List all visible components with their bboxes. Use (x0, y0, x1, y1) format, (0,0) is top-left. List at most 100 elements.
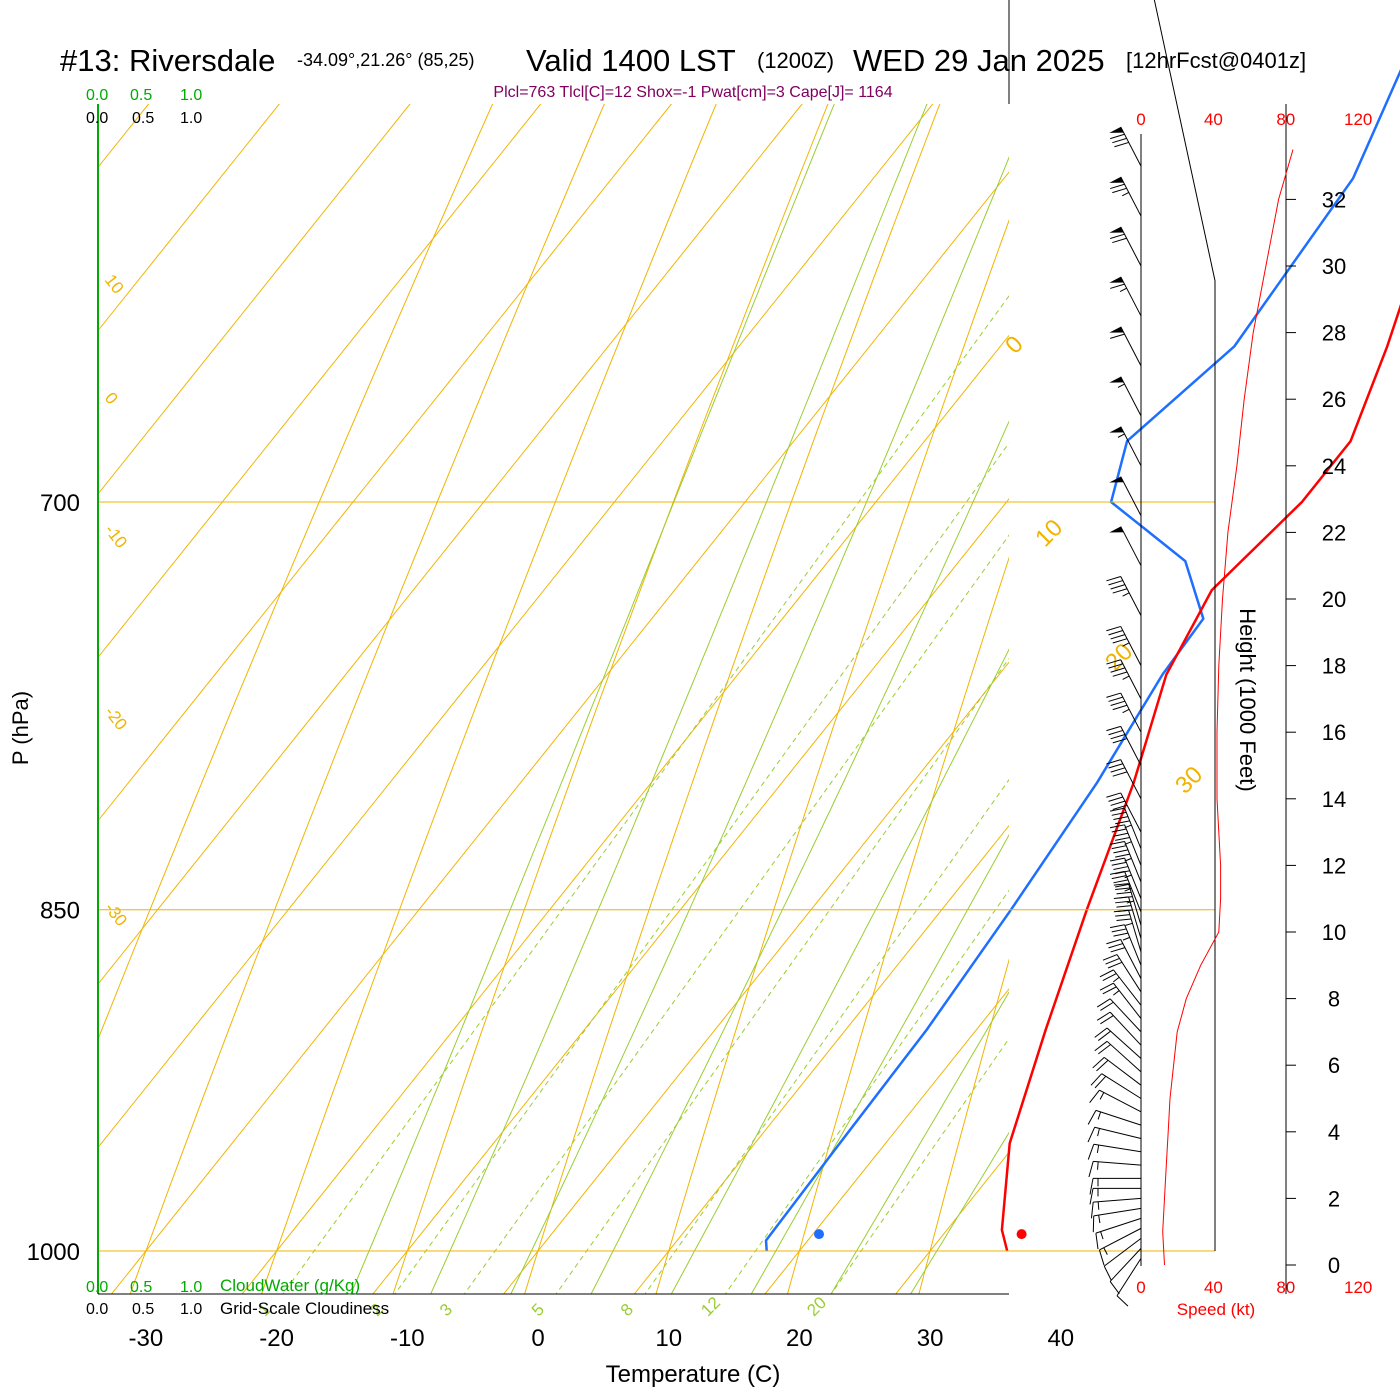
mixing-ratio-label: 8 (617, 1300, 637, 1320)
wind-barb-half (1124, 841, 1132, 845)
wind-barb-feather (1098, 1249, 1105, 1266)
thermo-grid (98, 0, 1400, 1354)
wind-barb-feather (1116, 1295, 1129, 1307)
wind-barb (1087, 1109, 1142, 1126)
speed-tick-bottom: 80 (1276, 1278, 1295, 1297)
wind-barb-feather (1108, 696, 1123, 702)
height-tick-label: 2 (1328, 1186, 1340, 1211)
pressure-tick-label: 850 (40, 898, 80, 925)
wind-barb-half (1112, 990, 1120, 996)
wind-barb-feather (1110, 634, 1126, 640)
wind-barb (1109, 807, 1142, 849)
wind-barb-feather (1094, 1027, 1108, 1038)
wind-barb-feather (1110, 767, 1126, 773)
wind-barb (1109, 226, 1142, 267)
cloudiness-tick-top: 1.0 (180, 110, 202, 127)
wind-barb-half (1097, 1128, 1100, 1137)
wind-barb-staff (1109, 998, 1142, 1033)
wind-barb-feather (1087, 1127, 1096, 1143)
wind-barb-feather (1109, 1281, 1120, 1295)
isotherm-line (98, 104, 803, 985)
wind-barb-half (1099, 1092, 1105, 1100)
isotherm-line (764, 988, 1009, 1294)
wind-barb-feather (1112, 187, 1127, 194)
isotherm-label: 0 (1000, 331, 1029, 360)
mixing-ratio-line (463, 534, 1009, 1294)
wind-barb-flag (1109, 426, 1124, 433)
wind-barb-feather (1089, 1188, 1094, 1205)
temperature-tick-label: 0 (531, 1325, 544, 1352)
wind-barb-feather (1094, 1040, 1108, 1052)
cloudiness-tick-bottom: 0.0 (86, 1301, 108, 1318)
wind-barb-feather (1097, 1044, 1111, 1055)
wind-barb-feather (1115, 853, 1130, 858)
height-axis-title: Height (1000 Feet) (1235, 608, 1260, 791)
wind-barb (1109, 840, 1142, 883)
wind-barb-feather (1106, 938, 1121, 945)
wind-barb-staff (1106, 1027, 1142, 1059)
wind-barb-feather (1115, 887, 1130, 890)
speed-tick-bottom: 120 (1344, 1278, 1372, 1297)
speed-tick-bottom: 40 (1204, 1278, 1223, 1297)
wind-barb-staff (1124, 924, 1142, 966)
temperature-tick-label: -10 (390, 1325, 425, 1352)
wind-barb-feather (1115, 914, 1130, 917)
wind-barb-feather (1108, 943, 1123, 949)
wind-barb-feather (1112, 804, 1128, 810)
wind-barb-staff (1120, 276, 1142, 317)
wind-barb-staff (1113, 982, 1142, 1019)
wind-barb-feather (1113, 849, 1129, 854)
wind-barb-feather (1096, 998, 1111, 1008)
wind-barb-feather (1117, 909, 1133, 913)
height-tick-label: 12 (1322, 853, 1346, 878)
wind-barb-half (1122, 708, 1130, 714)
wind-barb-staff (1124, 841, 1142, 883)
wind-barb-half (1124, 857, 1132, 862)
dry-adiabat-line (918, 958, 1009, 1294)
wind-barb (1106, 938, 1142, 979)
x-axis-title: Temperature (C) (606, 1361, 781, 1388)
wind-barb-staff (1120, 126, 1142, 167)
wind-barb-feather (1102, 973, 1117, 981)
mixing-ratio-label: 3 (436, 1300, 456, 1320)
wind-barb-flag (1109, 476, 1124, 483)
wind-barb-feather (1100, 1001, 1114, 1011)
height-tick-label: 28 (1322, 321, 1346, 346)
wind-barb (1109, 924, 1142, 966)
wind-barb-half (1124, 887, 1132, 892)
wind-barb (1090, 1073, 1142, 1099)
wind-barb (1098, 1227, 1142, 1266)
wind-barb (1090, 1197, 1142, 1219)
cloudwater-tick-bottom: 0.0 (86, 1279, 108, 1296)
wind-barb-staff (1120, 326, 1142, 367)
wind-barb-flag (1109, 126, 1124, 133)
wind-barb-feather (1108, 630, 1123, 636)
wind-barb (1106, 792, 1142, 833)
wind-barb-half (1096, 1144, 1100, 1154)
wind-barb-staff (1093, 1207, 1142, 1217)
wind-barb (1109, 476, 1142, 516)
wind-barb-feather (1103, 1265, 1112, 1281)
wind-barb (1094, 1040, 1142, 1073)
wind-barb-staff (1120, 176, 1142, 217)
wind-barb (1106, 692, 1142, 733)
cloudwater-tick-bottom: 0.5 (130, 1279, 152, 1296)
dry-adiabat-line (1301, 0, 1400, 1354)
temperature-tick-label: 40 (1047, 1325, 1074, 1352)
wind-barb-feather (1105, 957, 1120, 965)
wind-barb-staff (1120, 759, 1142, 800)
wind-barb-feather (1108, 663, 1123, 669)
wind-barb-feather (1111, 861, 1127, 866)
wind-barb-staff (1124, 824, 1142, 866)
wind-barb-feather (1110, 283, 1125, 289)
cloudiness-tick-top: 0.0 (86, 110, 108, 127)
wind-barb-feather (1089, 1178, 1094, 1195)
wind-barb-staff (1116, 1258, 1142, 1297)
wind-barb-feather (1109, 807, 1125, 812)
wind-barb-staff (1120, 526, 1142, 566)
isotherm-line (98, 104, 673, 822)
wind-barb-feather (1096, 1059, 1109, 1072)
wind-barb-flag (1109, 326, 1124, 333)
surface-dewpoint-dot (814, 1229, 825, 1240)
wind-barb-staff (1101, 1073, 1142, 1099)
